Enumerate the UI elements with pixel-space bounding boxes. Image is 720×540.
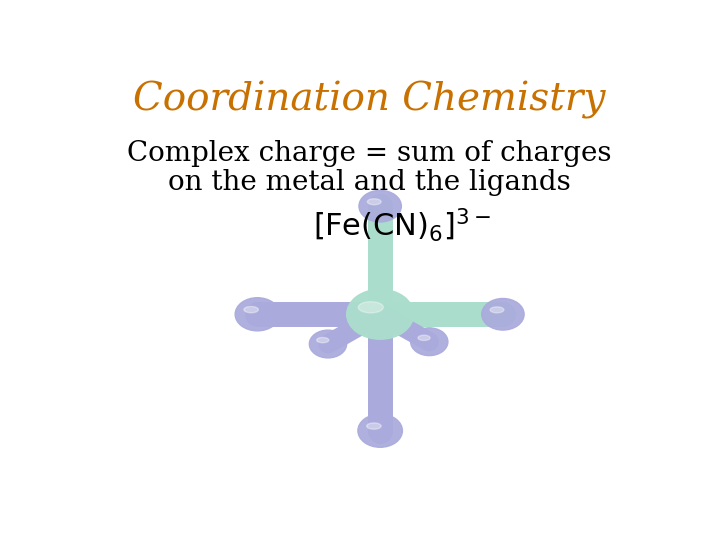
Ellipse shape — [244, 307, 258, 313]
Ellipse shape — [490, 307, 504, 313]
Circle shape — [235, 298, 279, 331]
Text: $\mathrm{[Fe(CN)_6]^{3-}}$: $\mathrm{[Fe(CN)_6]^{3-}}$ — [313, 206, 491, 244]
Text: on the metal and the ligands: on the metal and the ligands — [168, 168, 570, 195]
Text: Coordination Chemistry: Coordination Chemistry — [132, 82, 606, 119]
Ellipse shape — [418, 335, 430, 341]
Ellipse shape — [366, 423, 381, 429]
Circle shape — [347, 289, 414, 339]
Circle shape — [410, 328, 448, 356]
Ellipse shape — [317, 338, 329, 343]
Text: Complex charge = sum of charges: Complex charge = sum of charges — [127, 140, 611, 167]
Circle shape — [358, 414, 402, 447]
Ellipse shape — [359, 302, 383, 313]
Ellipse shape — [367, 199, 381, 205]
Circle shape — [310, 330, 346, 358]
Circle shape — [359, 191, 401, 222]
Circle shape — [482, 299, 524, 330]
